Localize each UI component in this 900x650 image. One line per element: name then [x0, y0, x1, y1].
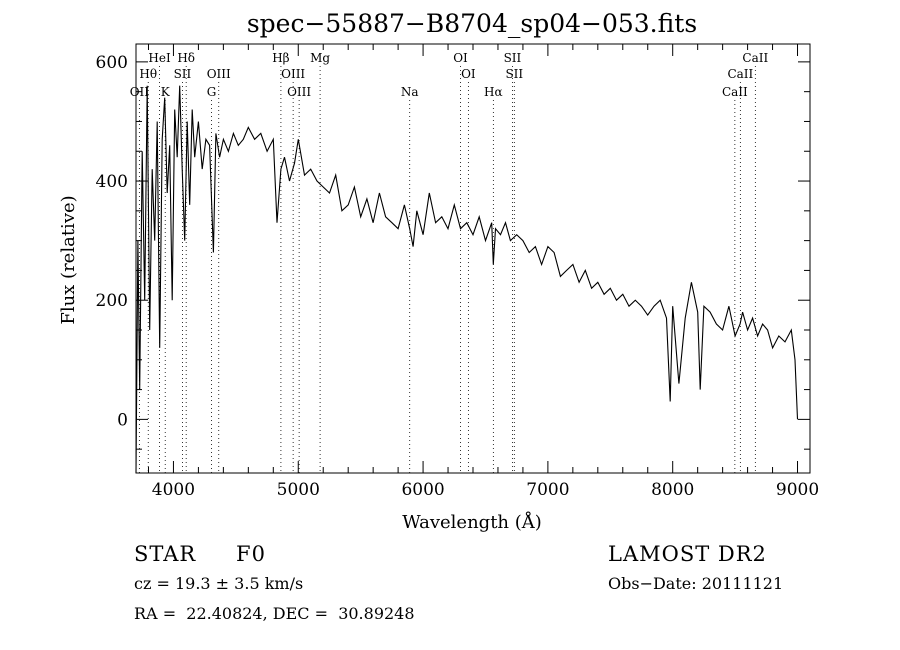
x-tick-label-0: 4000: [152, 480, 195, 500]
x-tick-label-5: 9000: [776, 480, 819, 500]
x-axis-ticks: 4000 5000 6000 7000 8000 9000: [147, 44, 819, 500]
x-tick-label-1: 5000: [277, 480, 320, 500]
chart-title: spec−55887−B8704_sp04−053.fits: [247, 9, 697, 38]
emission-line-markers: [138, 66, 756, 473]
line-label-6: G: [207, 85, 217, 99]
line-label-14: OI: [461, 67, 476, 81]
line-label-4: Hδ: [177, 51, 195, 65]
y-tick-label-1: 200: [96, 291, 128, 311]
line-label-8: Hβ: [272, 51, 289, 65]
line-label-10: OIII: [287, 85, 311, 99]
line-label-7: OIII: [207, 67, 231, 81]
y-axis-ticks: 0 200 400 600: [96, 53, 810, 450]
line-label-5: SII: [174, 67, 192, 81]
y-tick-label-0: 0: [117, 410, 128, 430]
coordinates: RA = 22.40824, DEC = 30.89248: [134, 604, 415, 623]
line-label-3: K: [161, 85, 171, 99]
survey-label: LAMOST DR2: [608, 542, 767, 566]
x-tick-label-2: 6000: [401, 480, 444, 500]
line-label-17: SII: [505, 67, 523, 81]
line-label-20: CaII: [722, 85, 748, 99]
line-label-16: SII: [504, 51, 522, 65]
obs-date: Obs−Date: 20111121: [608, 574, 784, 593]
line-label-19: CaII: [727, 67, 753, 81]
emission-line-labels: OIIHθHeIKHδSIIGOIIIHβOIIIOIIIMgNaOIOIHαS…: [130, 51, 769, 99]
y-axis-label: Flux (relative): [58, 195, 79, 324]
x-axis-label: Wavelength (Å): [402, 511, 542, 533]
spectrum-line: [135, 85, 799, 474]
line-label-1: Hθ: [139, 67, 157, 81]
plot-frame: [135, 43, 811, 474]
x-tick-label-3: 7000: [526, 480, 569, 500]
line-label-2: HeI: [148, 51, 171, 65]
x-tick-label-4: 8000: [651, 480, 694, 500]
line-label-12: Na: [401, 85, 419, 99]
subclass: F0: [236, 542, 266, 566]
redshift-text: cz = 19.3 ± 3.5 km/s: [134, 574, 304, 593]
line-label-13: OI: [453, 51, 468, 65]
y-tick-label-3: 600: [96, 53, 128, 73]
y-tick-label-2: 400: [96, 172, 128, 192]
line-label-11: Mg: [310, 51, 330, 65]
object-class: STAR: [134, 542, 197, 566]
line-label-15: Hα: [484, 85, 503, 99]
line-label-9: OIII: [281, 67, 305, 81]
line-label-18: CaII: [742, 51, 768, 65]
